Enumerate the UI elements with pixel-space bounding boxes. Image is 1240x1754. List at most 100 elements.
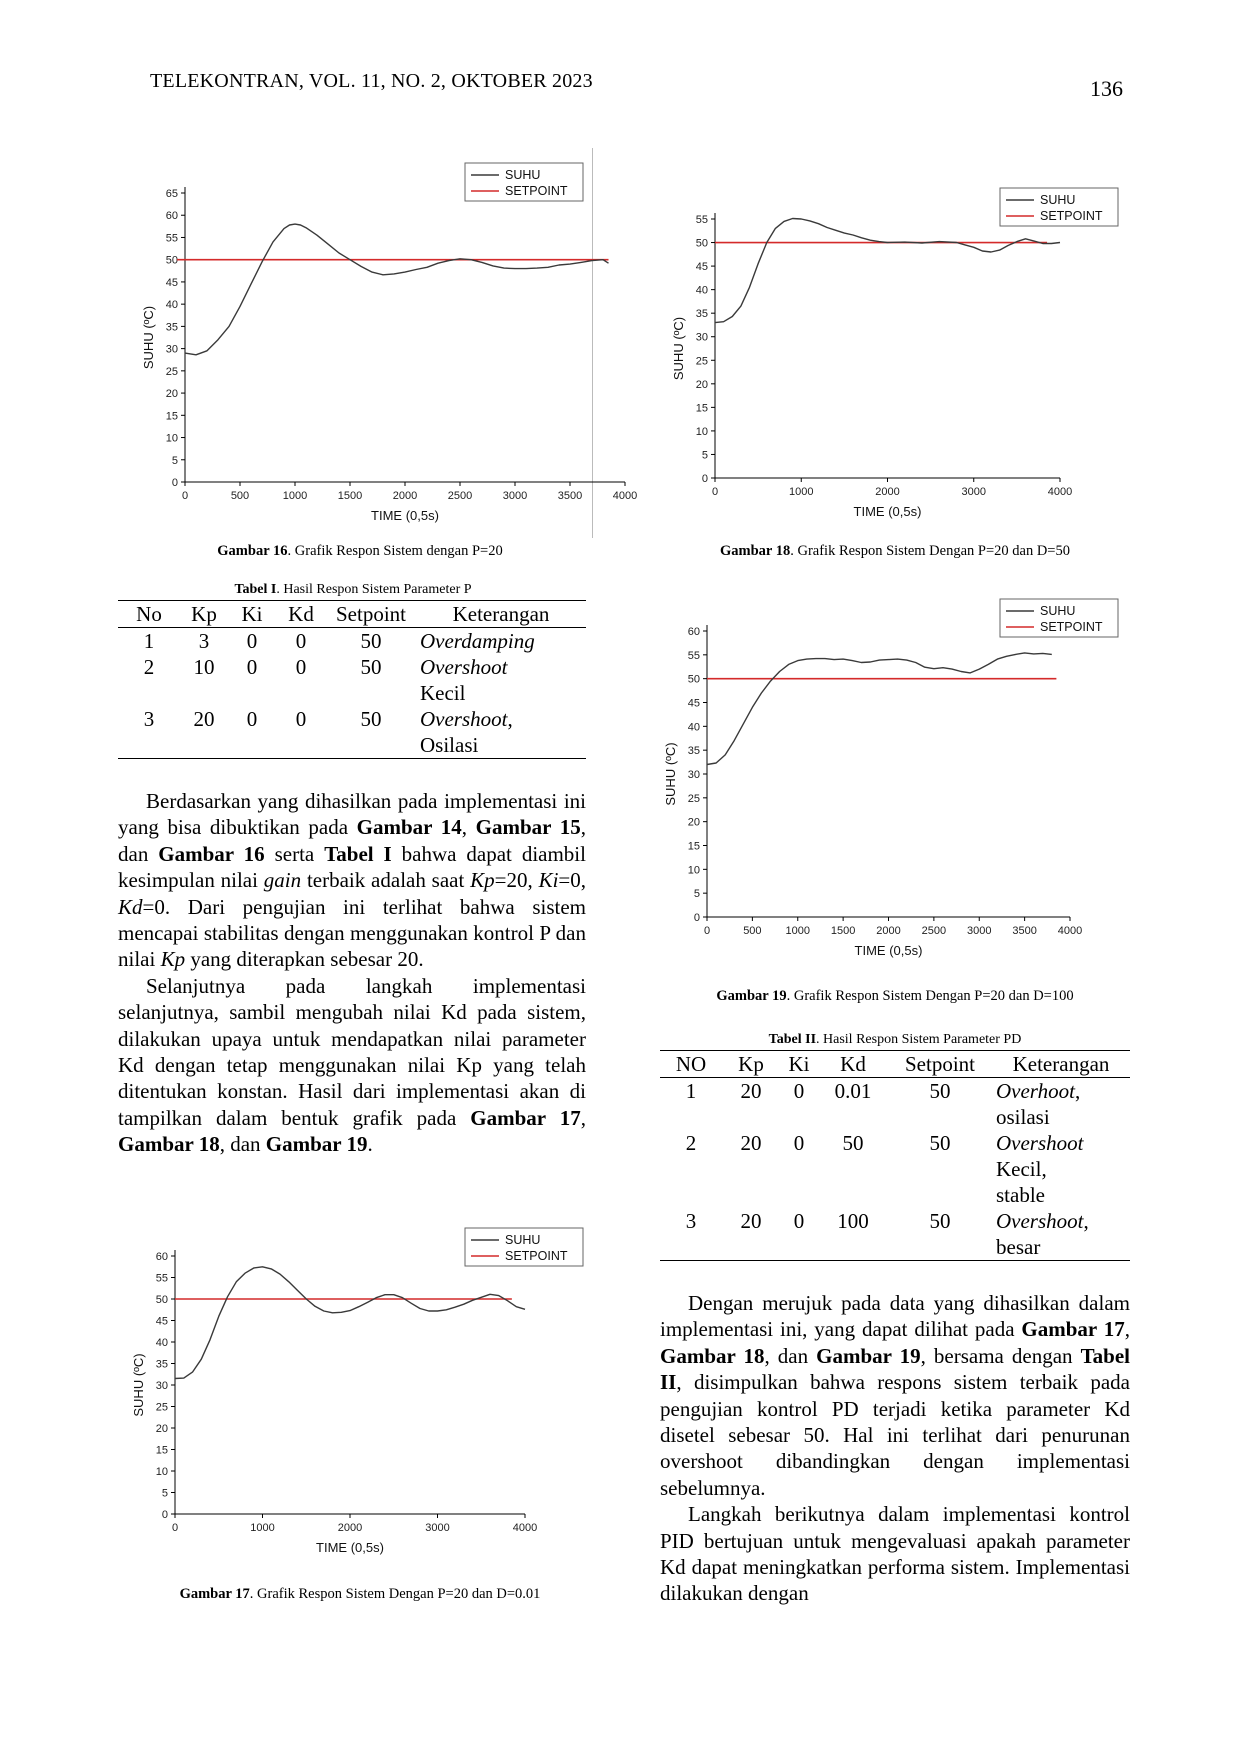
y-tick-label: 50 — [696, 238, 708, 250]
table-cell: 1 — [685, 1079, 697, 1103]
figure-16-chart: 0 5 10 15 20 25 30 35 40 45 50 55 60 65 0 500 1000 1500 20… — [141, 162, 637, 523]
y-tick-label: 15 — [156, 1445, 168, 1457]
figure-19-caption: Gambar 19. Grafik Respon Sistem Dengan P… — [716, 988, 1074, 1004]
table-2: NO Kp Ki Kd Setpoint Keterangan 1 20 0 0… — [660, 1050, 1130, 1261]
x-tick-label: 3000 — [503, 490, 527, 502]
y-tick-label: 20 — [166, 388, 178, 400]
y-axis-label: SUHU (ºC) — [663, 742, 678, 805]
table-cell: 50 — [360, 707, 382, 731]
table-cell: Overdamping — [420, 629, 535, 653]
column-divider — [592, 148, 593, 538]
table-row: 2 20 0 50 50 Overshoot Kecil, stable — [660, 1130, 1130, 1208]
table-row: 3 20 0 0 50 Overshoot, Osilasi — [118, 706, 586, 759]
table-1: No Kp Ki Kd Setpoint Keterangan 1 3 0 0 … — [118, 600, 586, 759]
x-tick-label: 0 — [172, 1522, 178, 1534]
table-cell: 50 — [360, 655, 382, 679]
table-cell: 0.01 — [834, 1079, 872, 1103]
y-tick-label: 30 — [166, 344, 178, 356]
legend-setpoint-label: SETPOINT — [1040, 620, 1103, 634]
x-tick-label: 2500 — [922, 925, 946, 937]
x-tick-label: 1000 — [250, 1522, 274, 1534]
figure-17-caption: Gambar 17. Grafik Respon Sistem Dengan P… — [179, 1586, 541, 1602]
x-tick-label: 0 — [182, 490, 188, 502]
table-2-title: Tabel II. Hasil Respon Sistem Parameter … — [768, 1032, 1022, 1047]
legend-setpoint-label: SETPOINT — [505, 1249, 568, 1263]
body-text-right: Dengan merujuk pada data yang dihasilkan… — [660, 1290, 1130, 1607]
y-tick-label: 20 — [156, 1423, 168, 1435]
x-tick-label: 3500 — [558, 490, 582, 502]
x-tick-label: 4000 — [613, 490, 637, 502]
figure-18-caption: Gambar 18. Grafik Respon Sistem Dengan P… — [720, 543, 1070, 559]
y-tick-label: 0 — [694, 912, 700, 924]
running-header: TELEKONTRAN, VOL. 11, NO. 2, OKTOBER 202… — [150, 70, 593, 92]
y-tick-label: 5 — [172, 455, 178, 467]
table-header: Ki — [788, 1052, 810, 1076]
y-tick-label: 15 — [166, 410, 178, 422]
y-tick-label: 5 — [162, 1488, 168, 1500]
suhu-line — [706, 652, 1052, 766]
legend-setpoint-label: SETPOINT — [1040, 209, 1103, 223]
x-tick-label: 3000 — [967, 925, 991, 937]
table-cell: 20 — [740, 1131, 762, 1155]
table-cell: 2 — [143, 655, 155, 679]
y-tick-label: 60 — [688, 626, 700, 638]
legend-suhu-label: SUHU — [505, 168, 540, 182]
y-tick-label: 60 — [156, 1251, 168, 1263]
y-tick-label: 0 — [162, 1509, 168, 1521]
table-cell: 0 — [793, 1131, 805, 1155]
y-tick-label: 40 — [166, 299, 178, 311]
figure-19-chart: 0 5 10 15 20 25 30 35 40 45 50 55 60 0 500 1000 1500 2000… — [663, 598, 1119, 958]
table-header: Setpoint — [904, 1052, 975, 1076]
x-axis-label: TIME (0,5s) — [371, 508, 439, 523]
table-cell: 0 — [295, 707, 307, 731]
y-tick-label: 20 — [696, 379, 708, 391]
y-tick-label: 40 — [156, 1337, 168, 1349]
table-row: 2 10 0 0 50 Overshoot Kecil — [118, 654, 586, 706]
table-cell: 0 — [246, 655, 258, 679]
table-cell: 0 — [793, 1209, 805, 1233]
y-tick-label: 25 — [166, 366, 178, 378]
y-tick-label: 0 — [172, 477, 178, 489]
x-tick-label: 500 — [743, 925, 761, 937]
y-tick-label: 45 — [688, 698, 700, 710]
x-tick-label: 2000 — [338, 1522, 362, 1534]
y-tick-label: 10 — [696, 426, 708, 438]
legend-suhu-label: SUHU — [1040, 604, 1075, 618]
table-cell: 3 — [198, 629, 210, 653]
paragraph: Dengan merujuk pada data yang dihasilkan… — [660, 1291, 1130, 1500]
table-row: 1 3 0 0 50 Overdamping — [118, 628, 586, 655]
y-tick-label: 55 — [156, 1273, 168, 1285]
legend-box — [464, 162, 584, 202]
y-tick-label: 5 — [694, 888, 700, 900]
table-header: Keterangan — [1012, 1052, 1110, 1076]
x-tick-label: 4000 — [1058, 925, 1082, 937]
y-tick-label: 30 — [696, 332, 708, 344]
y-tick-label: 10 — [166, 433, 178, 445]
table-cell: Overshoot Kecil — [420, 655, 508, 705]
table-cell: 50 — [929, 1079, 951, 1103]
y-tick-label: 65 — [166, 188, 178, 200]
x-tick-label: 4000 — [1048, 486, 1072, 498]
x-axis-label: TIME (0,5s) — [855, 943, 923, 958]
table-header: Kp — [191, 602, 217, 626]
legend-suhu-label: SUHU — [1040, 193, 1075, 207]
y-tick-label: 30 — [156, 1380, 168, 1392]
x-tick-label: 0 — [712, 486, 718, 498]
table-header: Kd — [288, 602, 314, 626]
table-cell: 0 — [246, 707, 258, 731]
table-cell: 50 — [929, 1131, 951, 1155]
table-header: Setpoint — [335, 602, 406, 626]
y-axis-label: SUHU (ºC) — [131, 1353, 146, 1416]
y-tick-label: 55 — [166, 232, 178, 244]
x-tick-label: 0 — [704, 925, 710, 937]
body-text-left: Berdasarkan yang dihasilkan pada impleme… — [118, 788, 586, 1158]
legend-setpoint-label: SETPOINT — [505, 184, 568, 198]
legend-box — [999, 187, 1119, 227]
y-tick-label: 15 — [688, 841, 700, 853]
figure-16-caption: Gambar 16. Grafik Respon Sistem dengan P… — [217, 543, 503, 559]
x-tick-label: 2000 — [875, 486, 899, 498]
y-tick-label: 25 — [688, 793, 700, 805]
y-tick-label: 40 — [696, 285, 708, 297]
table-header: Kp — [738, 1052, 764, 1076]
table-cell: 1 — [143, 629, 155, 653]
